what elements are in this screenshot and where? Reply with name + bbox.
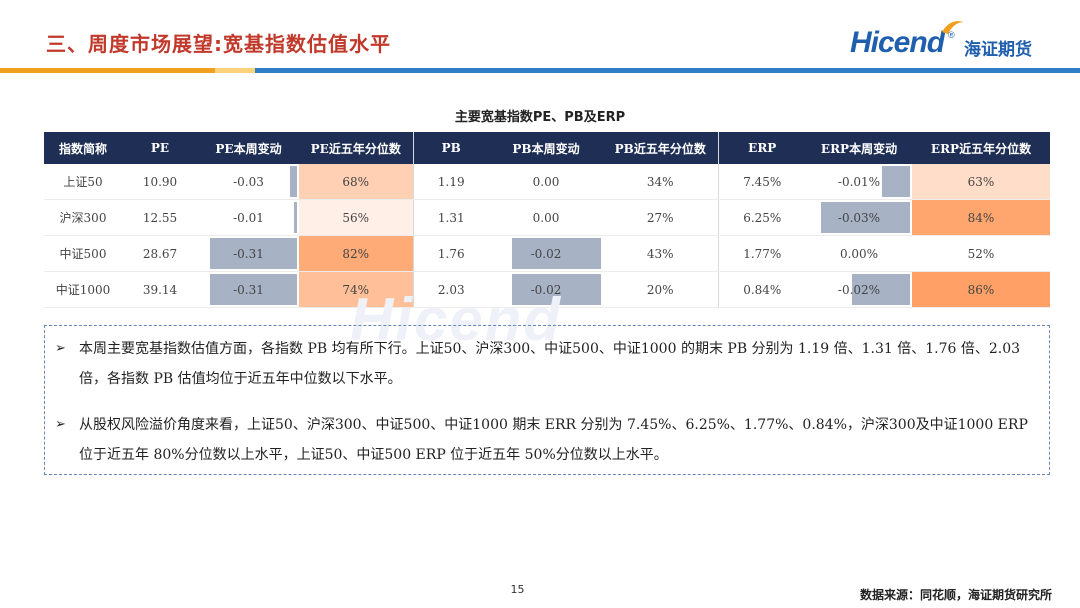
logo-watermark: Hicend (350, 285, 562, 354)
bullet-text: 本周主要宽基指数估值方面，各指数 PB 均有所下行。上证50、沪深300、中证5… (79, 341, 1021, 387)
cell-pe-chg: -0.03 (198, 164, 299, 200)
cell-pb: 2.03 (412, 271, 489, 308)
cell-pe-chg: -0.01 (198, 199, 299, 236)
cell-erp: 6.25% (717, 199, 806, 236)
cell-erp: 7.45% (717, 164, 806, 200)
cell-erp-pct: 63% (912, 164, 1050, 200)
cell-pe-pct: 56% (299, 199, 413, 236)
cell-value: 0.00% (839, 246, 879, 261)
bullet-text: 从股权风险溢价角度来看，上证50、沪深300、中证500、中证1000 期末 E… (79, 417, 1028, 463)
change-bar (512, 274, 601, 305)
cell-erp-chg: -0.03% (806, 199, 912, 236)
commentary-box: ➢ 本周主要宽基指数估值方面，各指数 PB 均有所下行。上证50、沪深300、中… (44, 325, 1050, 475)
cell-erp-chg: 0.00% (806, 235, 912, 272)
cell-pe: 10.90 (122, 164, 198, 200)
data-source: 数据来源：同花顺，海证期货研究所 (859, 588, 1052, 602)
cell-erp-pct: 52% (912, 235, 1050, 272)
cell-erp-pct: 86% (912, 271, 1050, 308)
bullet-arrow-icon: ➢ (55, 341, 66, 356)
valuation-table: 指数简称 PE PE本周变动 PE近五年分位数 PB PB本周变动 PB近五年分… (44, 132, 1050, 308)
bullet-arrow-icon: ➢ (55, 417, 66, 432)
cell-value: -0.31 (233, 282, 264, 297)
cell-value: -0.01% (837, 174, 881, 189)
change-bar (293, 202, 297, 233)
col-header: PB (412, 132, 489, 164)
cell-pb-chg: -0.02 (489, 235, 603, 272)
cell-value: -0.03% (837, 210, 881, 225)
cell-value: -0.03 (233, 174, 264, 189)
table-row: 中证500 28.67 -0.31 82% 1.76 -0.02 43% 1.77% 0.00%… (44, 235, 1050, 272)
cell-pe-chg: -0.31 (198, 235, 299, 272)
cell-pe-pct: 74% (299, 271, 413, 308)
cell-pe: 39.14 (122, 271, 198, 308)
watermark-brand: Hicend (350, 286, 563, 353)
page-number: 15 (510, 583, 525, 596)
logo-brand: Hicend (850, 26, 945, 59)
cell-pb: 1.76 (412, 235, 489, 272)
logo-registered-mark: ® (948, 30, 955, 40)
change-bar (290, 166, 297, 197)
col-header: ERP近五年分位数 (912, 132, 1050, 164)
cell-erp: 1.77% (717, 235, 806, 272)
cell-pb-pct: 34% (603, 164, 718, 200)
header-divider (0, 68, 1080, 73)
cell-erp: 0.84% (717, 271, 806, 308)
cell-pb-pct: 27% (603, 199, 718, 236)
change-bar (512, 238, 601, 269)
col-header: PE本周变动 (198, 132, 299, 164)
cell-pb: 1.31 (412, 199, 489, 236)
cell-pb: 1.19 (412, 164, 489, 200)
cell-pb-chg: 0.00 (489, 164, 603, 200)
cell-value: 0.00 (532, 174, 560, 189)
cell-value: -0.02 (530, 282, 562, 297)
cell-erp-chg: -0.02% (806, 271, 912, 308)
change-bar (209, 238, 297, 269)
cell-name: 中证500 (44, 235, 122, 272)
logo-company-name: 海证期货 (964, 40, 1032, 60)
cell-value: -0.31 (233, 246, 264, 261)
cell-name: 中证1000 (44, 271, 122, 308)
cell-pe-pct: 82% (299, 235, 413, 272)
cell-erp-chg: -0.01% (806, 164, 912, 200)
col-header: 指数简称 (44, 132, 122, 164)
cell-pe: 12.55 (122, 199, 198, 236)
cell-pe-chg: -0.31 (198, 271, 299, 308)
table-row: 上证50 10.90 -0.03 68% 1.19 0.00 34% 7.45% -0.01% 6… (44, 164, 1050, 200)
col-header: ERP本周变动 (806, 132, 912, 164)
change-bar (881, 166, 910, 197)
col-header: ERP (717, 132, 806, 164)
col-header: PB近五年分位数 (603, 132, 718, 164)
company-logo: Hicend ® 海证期货 (850, 21, 1060, 66)
cell-pb-pct: 20% (603, 271, 718, 308)
table-header-row: 指数简称 PE PE本周变动 PE近五年分位数 PB PB本周变动 PB近五年分… (44, 132, 1050, 164)
change-bar (821, 202, 910, 233)
cell-name: 沪深300 (44, 199, 122, 236)
cell-value: 0.00 (532, 210, 560, 225)
cell-pe-pct: 68% (299, 164, 413, 200)
bullet-note: ➢ 从股权风险溢价角度来看，上证50、沪深300、中证500、中证1000 期末… (55, 410, 1041, 470)
logo-swoosh-icon (942, 21, 964, 34)
cell-pb-chg: -0.02 (489, 271, 603, 308)
cell-value: -0.02 (530, 246, 562, 261)
cell-value: -0.01 (233, 210, 264, 225)
table-title: 主要宽基指数PE、PB及ERP (454, 110, 626, 125)
col-header: PE近五年分位数 (299, 132, 413, 164)
cell-pb-chg: 0.00 (489, 199, 603, 236)
col-header: PB本周变动 (489, 132, 603, 164)
page-title: 三、周度市场展望:宽基指数估值水平 (46, 32, 391, 56)
cell-erp-pct: 84% (912, 199, 1050, 236)
cell-pe: 28.67 (122, 235, 198, 272)
cell-value: -0.02% (837, 282, 881, 297)
table-row: 中证1000 39.14 -0.31 74% 2.03 -0.02 20% 0.84% -0.0… (44, 271, 1050, 308)
bullet-note: ➢ 本周主要宽基指数估值方面，各指数 PB 均有所下行。上证50、沪深300、中… (55, 334, 1041, 394)
change-bar (209, 274, 297, 305)
cell-pb-pct: 43% (603, 235, 718, 272)
table-row: 沪深300 12.55 -0.01 56% 1.31 0.00 27% 6.25% -0.03%… (44, 199, 1050, 236)
cell-name: 上证50 (44, 164, 122, 200)
change-bar (851, 274, 910, 305)
col-header: PE (122, 132, 198, 164)
